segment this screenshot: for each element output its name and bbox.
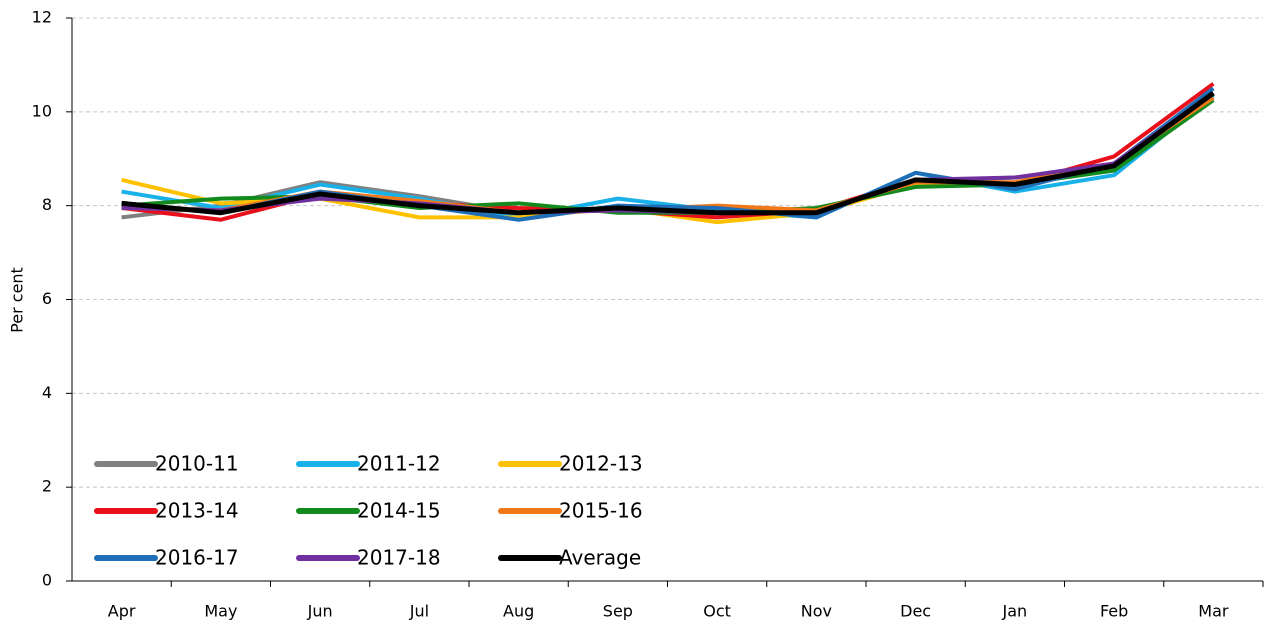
legend-label: 2012-13: [559, 452, 643, 476]
legend-label: 2010-11: [155, 452, 239, 476]
series-line: [121, 93, 1215, 220]
y-tick-label: 2: [42, 477, 52, 496]
legend-label: 2016-17: [155, 546, 239, 570]
series-line: [121, 91, 1215, 216]
legend-label: 2013-14: [155, 499, 239, 523]
legend-label: 2017-18: [357, 546, 441, 570]
legend-label: 2015-16: [559, 499, 643, 523]
y-tick-label: 4: [42, 383, 52, 402]
y-tick-label: 0: [42, 571, 52, 590]
x-tick-label: Nov: [801, 602, 832, 621]
y-axis-label: Per cent: [8, 267, 27, 333]
legend-label: 2011-12: [357, 452, 441, 476]
series-line: [121, 98, 1215, 215]
legend-label: Average: [559, 546, 641, 570]
y-tick-label: 12: [32, 8, 52, 27]
x-tick-label: Oct: [703, 602, 731, 621]
x-tick-label: Mar: [1198, 602, 1229, 621]
x-tick-label: Sep: [603, 602, 633, 621]
x-tick-label: May: [204, 602, 237, 621]
x-tick-label: Aug: [503, 602, 534, 621]
x-tick-label: Jul: [409, 602, 429, 621]
y-tick-label: 10: [32, 101, 52, 120]
x-tick-label: Dec: [900, 602, 931, 621]
x-tick-label: Jun: [307, 602, 333, 621]
legend-label: 2014-15: [357, 499, 441, 523]
x-tick-label: Jan: [1002, 602, 1028, 621]
x-tick-label: Apr: [108, 602, 136, 621]
y-tick-label: 6: [42, 289, 52, 308]
y-tick-label: 8: [42, 195, 52, 214]
x-tick-label: Feb: [1100, 602, 1128, 621]
